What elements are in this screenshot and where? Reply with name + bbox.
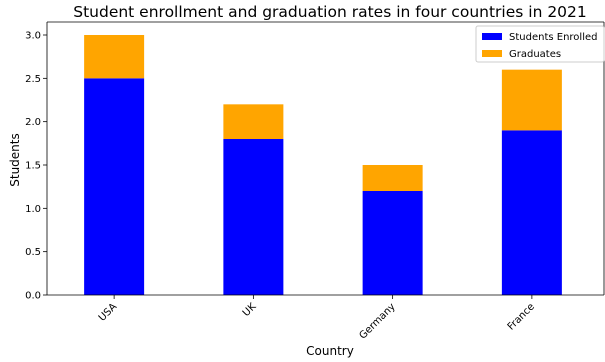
bar-graduates-usa xyxy=(84,35,145,79)
x-tick-label-uk: UK xyxy=(241,301,259,319)
y-tick-label-2.5: 2.5 xyxy=(25,74,41,85)
bar-enrolled-germany xyxy=(362,191,423,295)
y-tick-label-1.5: 1.5 xyxy=(25,161,41,172)
y-tick-label-2.0: 2.0 xyxy=(25,117,41,128)
bar-enrolled-france xyxy=(501,130,562,295)
y-tick-label-1.0: 1.0 xyxy=(25,204,41,215)
x-axis-label: Country xyxy=(306,344,354,358)
chart-title: Student enrollment and graduation rates … xyxy=(73,3,587,21)
y-tick-label-0.5: 0.5 xyxy=(25,247,41,258)
bar-graduates-uk xyxy=(223,104,284,139)
legend-label-1: Graduates xyxy=(509,49,561,60)
x-tick-label-france: France xyxy=(506,301,537,332)
x-tick-label-germany: Germany xyxy=(357,301,397,341)
legend-box xyxy=(475,25,605,63)
bar-graduates-france xyxy=(501,69,562,131)
bars-group xyxy=(84,35,562,295)
bar-enrolled-uk xyxy=(223,139,284,295)
legend: Students Enrolled Graduates xyxy=(475,25,605,63)
y-axis-label: Students xyxy=(8,133,22,187)
x-tick-label-usa: USA xyxy=(97,301,120,324)
bar-enrolled-usa xyxy=(84,78,145,295)
legend-swatch-1 xyxy=(482,50,502,57)
y-tick-label-3.0: 3.0 xyxy=(25,31,41,42)
y-tick-label-0.0: 0.0 xyxy=(25,291,41,302)
legend-swatch-0 xyxy=(482,33,502,40)
legend-label-0: Students Enrolled xyxy=(509,32,597,43)
bar-graduates-germany xyxy=(362,165,423,191)
